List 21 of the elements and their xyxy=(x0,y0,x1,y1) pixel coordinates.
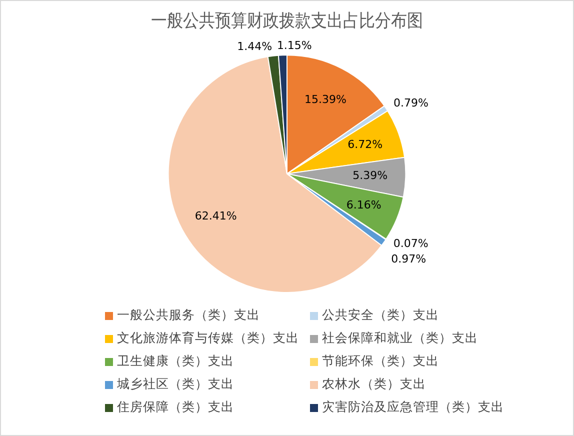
legend-label: 社会保障和就业（类）支出 xyxy=(322,330,478,347)
legend-label: 公共安全（类）支出 xyxy=(322,307,439,324)
legend-label: 卫生健康（类）支出 xyxy=(117,353,234,370)
legend-label: 农林水（类）支出 xyxy=(322,376,426,393)
chart-title: 一般公共预算财政拨款支出占比分布图 xyxy=(151,10,423,32)
data-label: 1.15% xyxy=(276,39,312,52)
legend-label: 文化旅游体育与传媒（类）支出 xyxy=(117,330,299,347)
data-label: 0.07% xyxy=(393,237,428,250)
data-label: 6.72% xyxy=(348,138,383,152)
data-label: 1.44% xyxy=(237,40,272,53)
legend-label: 城乡社区（类）支出 xyxy=(117,376,234,393)
legend-label: 住房保障（类）支出 xyxy=(117,399,234,416)
data-label: 6.16% xyxy=(346,198,382,212)
data-label: 62.41% xyxy=(194,210,237,223)
legend-label: 一般公共服务（类）支出 xyxy=(117,307,260,324)
legend-label: 灾害防治及应急管理（类）支出 xyxy=(322,399,504,416)
data-label: 5.39% xyxy=(352,169,388,182)
data-label: 15.39% xyxy=(304,93,346,106)
data-label: 0.79% xyxy=(394,96,428,110)
legend-label: 节能环保（类）支出 xyxy=(322,353,439,370)
data-label: 0.97% xyxy=(391,252,426,266)
